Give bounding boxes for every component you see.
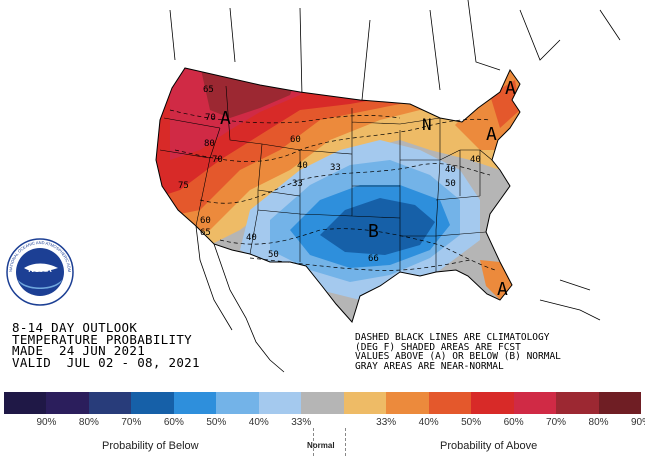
region-letter-a-northwest: A (220, 108, 231, 129)
legend-percent-label: 80% (78, 417, 99, 428)
probability-below-caption: Probability of Below (102, 440, 199, 452)
contour-label: 65 (200, 228, 211, 238)
legend-percent-label: 33% (291, 417, 312, 428)
climatology-contours (169, 109, 496, 271)
outlook-title: 8-14 DAY OUTLOOK (12, 320, 138, 335)
probability-color-bar (4, 392, 642, 414)
note-line: (DEG F) SHADED AREAS ARE FCST (355, 341, 521, 353)
note-line: DASHED BLACK LINES ARE CLIMATOLOGY (355, 332, 550, 343)
legend-swatch (88, 392, 132, 414)
normal-caption: Normal (307, 441, 335, 450)
contour-label: 50 (445, 179, 456, 189)
legend-percent-label: 40% (248, 417, 269, 428)
temperature-outlook-map: A A A A B N 65 70 80 70 60 40 33 33 40 5… (0, 0, 621, 373)
legend-percent-label: 40% (418, 417, 439, 428)
map-labels: A A A A B N 65 70 80 70 60 40 33 33 40 5… (178, 78, 516, 300)
legend-percent-label: 60% (163, 417, 184, 428)
noaa-ring-text: NATIONAL OCEANIC AND ATMOSPHERIC ADMINIS… (0, 0, 72, 272)
contour-label: 40 (246, 233, 257, 243)
contour-label: 66 (368, 254, 379, 264)
legend-swatch (428, 392, 472, 414)
legend-swatch (131, 392, 174, 414)
contour-label: 80 (204, 139, 215, 149)
outlook-title-block: 8-14 DAY OUTLOOK TEMPERATURE PROBABILITY M… (12, 322, 200, 368)
contour-label: 60 (290, 135, 301, 145)
valid-dates: VALID JUL 02 - 08, 2021 (12, 354, 200, 370)
note-line: GRAY AREAS ARE NEAR-NORMAL (355, 360, 504, 372)
contour-label: 75 (178, 181, 189, 191)
region-letter-b: B (368, 221, 379, 242)
legend-swatch (513, 392, 557, 414)
probability-percent-labels: 90% 80% 70% 60% 50% 40% 33% 33% 40% 50% 60% 70% 80% 9… (4, 417, 645, 431)
contour-label: 70 (212, 155, 223, 165)
noaa-logo-text: NOAA (28, 265, 52, 274)
legend-percent-label: 60% (503, 417, 524, 428)
legend-swatch (386, 392, 429, 414)
region-letter-a-northeast: A (505, 78, 516, 99)
outlook-subtitle: TEMPERATURE PROBABILITY (12, 331, 192, 347)
legend-percent-label: 50% (206, 417, 227, 428)
contour-label: 33 (330, 163, 341, 173)
legend-swatch (46, 392, 89, 414)
legend-swatch (471, 392, 514, 414)
region-letter-a-florida: A (497, 279, 508, 300)
probability-above-caption: Probability of Above (440, 440, 538, 452)
legend-percent-label: 50% (461, 417, 482, 428)
legend-swatch (301, 392, 344, 414)
contour-label: 60 (200, 216, 211, 226)
legend-percent-label: 90% (630, 417, 645, 428)
noaa-logo: NOAA NATIONAL OCEANIC AND ATMOSPHERIC AD… (0, 0, 74, 306)
contour-label: 33 (292, 179, 303, 189)
normal-divider-right (345, 428, 346, 456)
note-line: VALUES ABOVE (A) OR BELOW (B) NORMAL (355, 351, 561, 362)
svg-text:NATIONAL OCEANIC AND ATMOSPHER: NATIONAL OCEANIC AND ATMOSPHERIC ADMINIS… (0, 0, 72, 272)
legend-swatch (216, 392, 259, 414)
legend-swatch (343, 392, 387, 414)
region-letter-n: N (422, 115, 432, 134)
contour-label: 70 (205, 113, 216, 123)
contour-label: 40 (470, 155, 481, 165)
made-date: MADE 24 JUN 2021 (12, 343, 146, 358)
legend-swatch (556, 392, 599, 414)
legend-percent-label: 80% (588, 417, 609, 428)
legend-note: DASHED BLACK LINES ARE CLIMATOLOGY (DEG F… (355, 333, 561, 371)
legend-swatch (258, 392, 302, 414)
legend-swatch (598, 392, 642, 414)
contour-label: 40 (445, 165, 456, 175)
contour-label: 65 (203, 85, 214, 95)
legend-percent-label: 70% (546, 417, 567, 428)
contour-label: 40 (297, 161, 308, 171)
legend-percent-label: 70% (121, 417, 142, 428)
contour-label: 50 (268, 250, 279, 260)
legend-percent-label: 90% (36, 417, 57, 428)
florida-above-fill (480, 260, 515, 300)
legend-percent-label: 33% (376, 417, 397, 428)
below-60-70-fill (320, 198, 435, 255)
state-boundaries (155, 67, 521, 323)
neighbor-country-outlines (169, 0, 621, 373)
region-letter-a-midatlantic: A (486, 124, 497, 145)
legend-swatch (4, 392, 47, 414)
normal-divider-left (313, 428, 314, 456)
legend-swatch (173, 392, 217, 414)
